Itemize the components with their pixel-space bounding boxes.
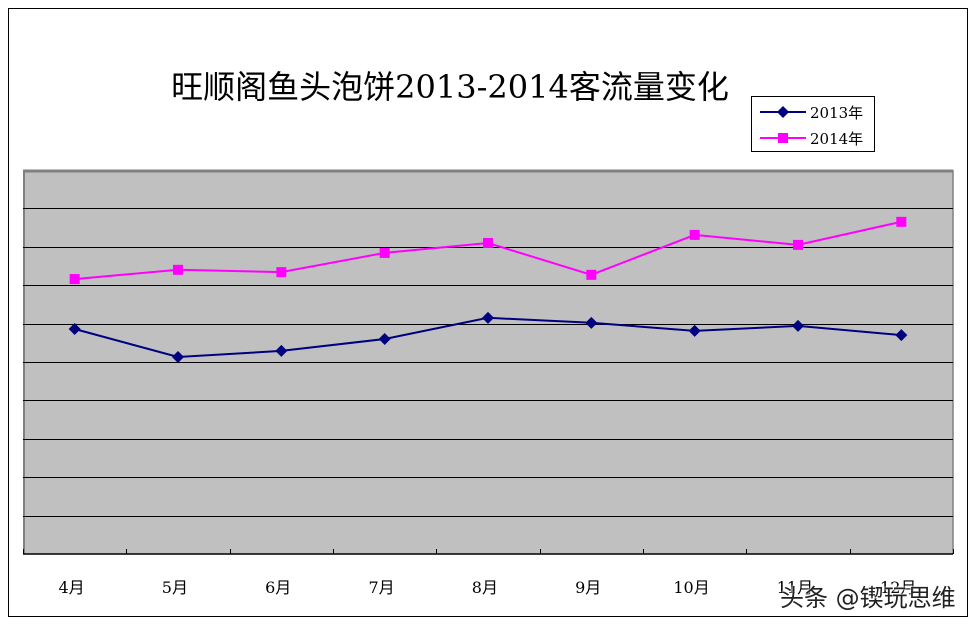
square-marker-icon bbox=[896, 216, 907, 227]
x-tick-label: 6月 bbox=[265, 578, 292, 597]
x-tick-label: 12月 bbox=[880, 578, 917, 597]
x-tick-label: 7月 bbox=[368, 578, 395, 597]
square-marker-icon bbox=[379, 247, 390, 258]
legend-label: 2014年 bbox=[810, 129, 864, 148]
square-marker-icon bbox=[793, 239, 803, 250]
x-tick-label: 10月 bbox=[673, 578, 710, 597]
diamond-marker-icon bbox=[585, 316, 598, 329]
diamond-marker-icon bbox=[760, 106, 806, 118]
watermark: 头条 @锲玩思维 bbox=[780, 584, 956, 612]
diamond-marker-icon bbox=[172, 351, 184, 364]
square-marker-icon bbox=[689, 229, 700, 240]
square-marker-icon bbox=[173, 264, 183, 275]
legend-label: 2013年 bbox=[810, 103, 864, 122]
diamond-marker-icon bbox=[482, 311, 494, 324]
square-marker-icon bbox=[586, 269, 597, 280]
diamond-marker-icon bbox=[378, 332, 391, 345]
x-tick-label: 4月 bbox=[58, 578, 85, 597]
x-tick-label: 11月 bbox=[776, 578, 814, 597]
square-marker-icon bbox=[483, 237, 493, 248]
diamond-marker-icon bbox=[68, 322, 81, 335]
legend-item-2014: 2014年 bbox=[758, 127, 863, 149]
x-tick-label: 5月 bbox=[161, 578, 188, 597]
square-marker-icon bbox=[276, 267, 287, 278]
square-marker-icon bbox=[69, 274, 80, 285]
chart-title: 旺顺阁鱼头泡饼2013-2014客流量变化 bbox=[171, 68, 729, 106]
x-tick-label: 8月 bbox=[471, 578, 498, 597]
legend-item-2013: 2013年 bbox=[758, 101, 863, 123]
square-marker-icon bbox=[760, 133, 806, 143]
x-tick-label: 9月 bbox=[575, 578, 602, 597]
diamond-marker-icon bbox=[792, 319, 804, 332]
diamond-marker-icon bbox=[895, 329, 908, 342]
diamond-marker-icon bbox=[688, 324, 701, 337]
diamond-marker-icon bbox=[275, 344, 288, 357]
legend: 2013年 2014年 bbox=[751, 96, 875, 152]
